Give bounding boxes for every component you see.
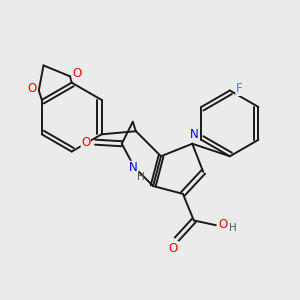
Text: H: H <box>230 223 237 233</box>
Text: O: O <box>218 218 227 231</box>
Text: O: O <box>27 82 37 95</box>
Text: O: O <box>81 136 90 149</box>
Text: N: N <box>190 128 198 142</box>
Text: H: H <box>137 172 145 182</box>
Text: F: F <box>236 82 243 95</box>
Text: O: O <box>72 67 82 80</box>
Text: O: O <box>169 242 178 254</box>
Text: N: N <box>129 161 138 174</box>
